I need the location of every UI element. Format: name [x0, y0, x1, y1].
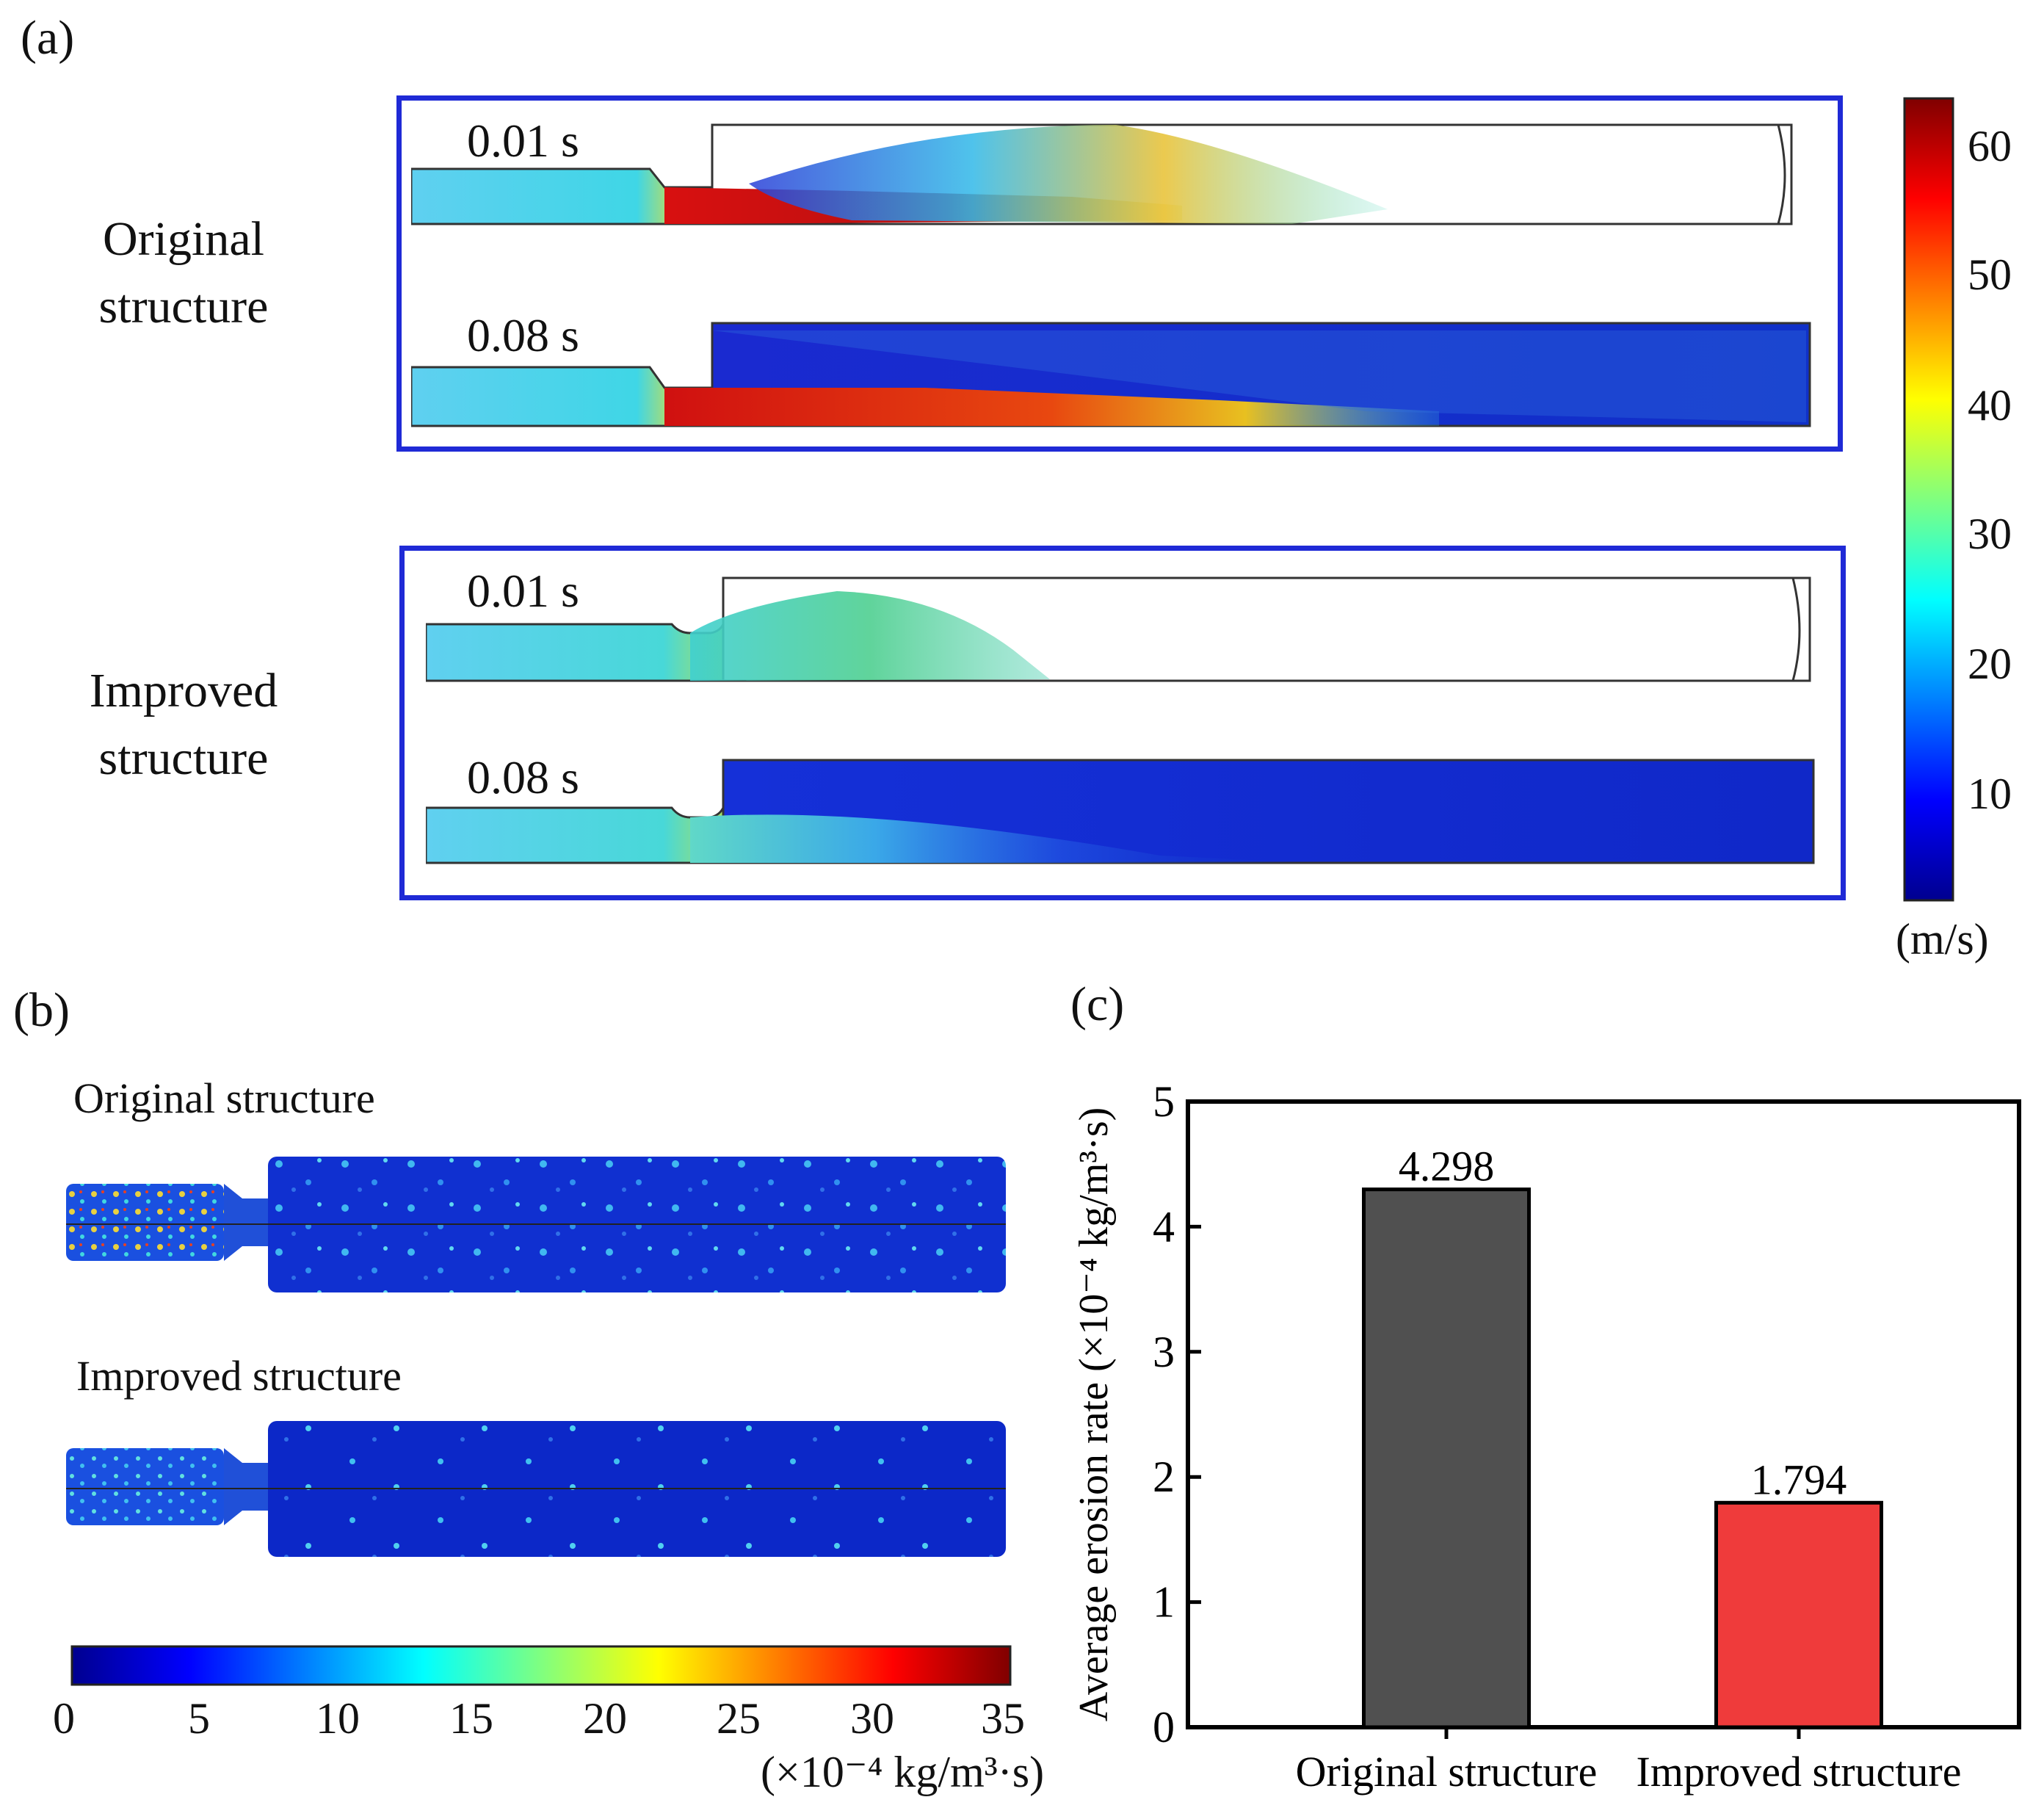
improved-simulation-box	[399, 546, 1846, 900]
erosion-bar-chart: 0 1 2 3 4 5 4.298 1.794 Original structure Impr…	[1071, 1077, 2021, 1796]
y-tick-label: 3	[1153, 1328, 1175, 1376]
erosion-contour-views	[66, 1157, 1006, 1557]
y-tick-label: 5	[1153, 1077, 1175, 1126]
velocity-colorbar	[1903, 97, 1954, 902]
erosion-tick-5: 5	[188, 1694, 210, 1743]
bar-1	[1714, 1500, 1883, 1729]
erosion-improved-title: Improved structure	[76, 1352, 402, 1400]
velocity-tick-30: 30	[1968, 510, 2012, 558]
bar-0	[1362, 1187, 1531, 1729]
erosion-tick-35: 35	[981, 1694, 1025, 1743]
improved-time-label-1: 0.01 s	[467, 565, 579, 617]
erosion-tick-10: 10	[316, 1694, 360, 1743]
improved-row-label: Improved structure	[59, 657, 308, 792]
velocity-tick-10: 10	[1968, 770, 2012, 818]
bar-value-label-0: 4.298	[1399, 1143, 1495, 1190]
original-row-label-line1: Original	[103, 212, 264, 266]
x-category-label-1: Improved structure	[1637, 1748, 1962, 1796]
bar-value-label-1: 1.794	[1751, 1456, 1847, 1503]
original-flow-snapshots	[411, 123, 1811, 427]
panel-a-label: (a)	[21, 11, 75, 65]
erosion-tick-25: 25	[717, 1694, 761, 1743]
improved-time-label-2: 0.08 s	[467, 751, 579, 803]
panel-c-label: (c)	[1070, 977, 1125, 1031]
original-row-label: Original structure	[59, 206, 308, 341]
erosion-tick-0: 0	[53, 1694, 75, 1743]
y-tick-label: 4	[1153, 1202, 1175, 1251]
erosion-tick-15: 15	[449, 1694, 493, 1743]
original-row-label-line2: structure	[98, 280, 269, 333]
erosion-tick-20: 20	[583, 1694, 627, 1743]
velocity-tick-40: 40	[1968, 381, 2012, 430]
erosion-unit: (×10⁻⁴ kg/m³·s)	[761, 1748, 1045, 1796]
improved-flow-snapshots	[426, 576, 1815, 864]
erosion-original-title: Original structure	[73, 1074, 375, 1122]
erosion-tick-30: 30	[850, 1694, 894, 1743]
velocity-tick-60: 60	[1968, 122, 2012, 170]
y-tick-label: 2	[1153, 1453, 1175, 1501]
velocity-unit: (m/s)	[1896, 915, 1989, 963]
x-category-label-0: Original structure	[1296, 1748, 1598, 1796]
panel-b-label: (b)	[13, 983, 70, 1037]
erosion-colorbar	[70, 1645, 1012, 1686]
original-time-label-2: 0.08 s	[467, 309, 579, 361]
improved-row-label-line1: Improved	[89, 664, 278, 717]
y-tick-label: 0	[1153, 1703, 1175, 1751]
improved-row-label-line2: structure	[98, 731, 269, 785]
original-time-label-1: 0.01 s	[467, 115, 579, 167]
y-tick-label: 1	[1153, 1578, 1175, 1627]
velocity-tick-20: 20	[1968, 640, 2012, 688]
plot-frame	[1186, 1099, 2021, 1729]
original-simulation-box	[396, 95, 1843, 452]
velocity-tick-50: 50	[1968, 250, 2012, 299]
y-axis-title: Average erosion rate (×10⁻⁴ kg/m³·s)	[1071, 1107, 1117, 1722]
